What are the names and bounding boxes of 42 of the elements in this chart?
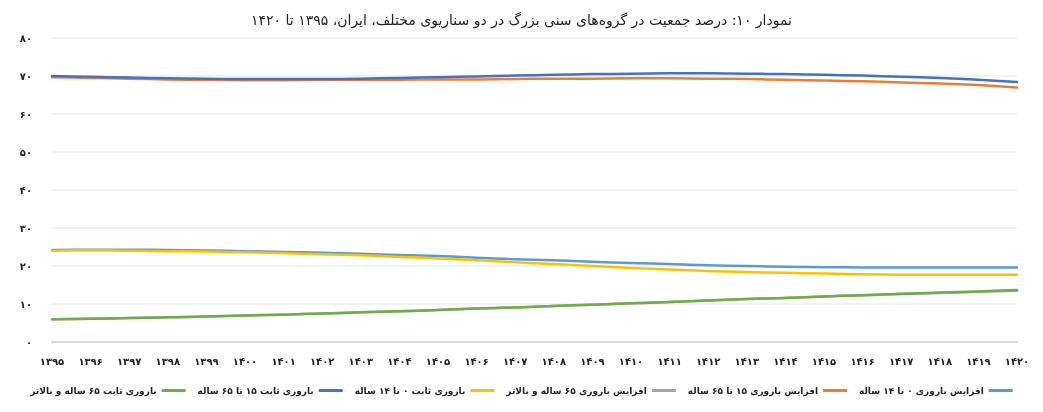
x-tick-label: ۱۳۹۶ [78,355,103,367]
y-tick-label: ۳۰ [19,222,32,234]
x-tick-label: ۱۴۰۸ [541,355,567,367]
x-tick-label: ۱۳۹۸ [155,355,181,367]
x-tick-label: ۱۴۰۵ [425,355,451,367]
y-tick-label: ۷۰ [19,70,32,82]
x-tick-label: ۱۴۰۷ [502,355,528,367]
y-tick-label: ۰ [25,336,32,348]
x-tick-label: ۱۴۰۲ [309,355,335,367]
legend-label: افزایش باروری ۱۵ تا ۶۵ ساله [687,385,819,397]
chart-title: نمودار ۱۰: درصد جمعیت در گروه‌های سنی بزرگ در دو سناریوی مختلف، ایران، ۱۳۹۵ تا ۱۴۲۰ [251,11,792,29]
x-tick-label: ۱۳۹۷ [116,355,142,367]
x-tick-label: ۱۴۱۱ [657,355,682,367]
x-tick-label: ۱۴۱۶ [850,355,875,367]
legend-label: افزایش باروری ۶۵ ساله و بالاتر [505,385,647,397]
legend-label: باروری ثابت ۱۵ تا ۶۵ ساله [197,385,314,397]
y-tick-label: ۴۰ [19,184,32,196]
x-tick-label: ۱۳۹۹ [194,355,219,367]
x-tick-label: ۱۴۰۳ [348,355,374,367]
x-tick-label: ۱۴۱۹ [966,355,991,367]
y-tick-label: ۸۰ [19,32,32,44]
legend-label: باروری ثابت ۰ تا ۱۴ ساله [354,385,466,397]
y-tick-label: ۱۰ [19,298,32,310]
x-tick-label: ۱۴۱۵ [811,355,837,367]
y-tick-label: ۶۰ [19,108,32,120]
x-tick-label: ۱۴۱۲ [695,355,721,367]
x-tick-label: ۱۴۱۷ [888,355,914,367]
x-tick-label: ۱۳۹۵ [39,355,65,367]
legend-label: افزایش باروری ۰ تا ۱۴ ساله [858,385,984,397]
x-tick-label: ۱۴۱۳ [734,355,760,367]
x-tick-label: ۱۴۰۴ [387,355,412,367]
y-tick-label: ۵۰ [19,146,32,158]
y-tick-label: ۲۰ [19,260,32,272]
x-tick-label: ۱۴۰۶ [464,355,489,367]
x-tick-label: ۱۴۱۴ [773,355,798,367]
legend-label: باروری ثابت ۶۵ ساله و بالاتر [29,385,157,397]
x-tick-label: ۱۴۱۸ [927,355,953,367]
x-tick-label: ۱۴۰۱ [271,355,296,367]
x-tick-label: ۱۴۰۹ [580,355,605,367]
x-tick-label: ۱۴۰۰ [232,355,258,367]
x-tick-label: ۱۴۱۰ [618,355,644,367]
x-tick-label: ۱۴۲۰ [1004,355,1030,367]
